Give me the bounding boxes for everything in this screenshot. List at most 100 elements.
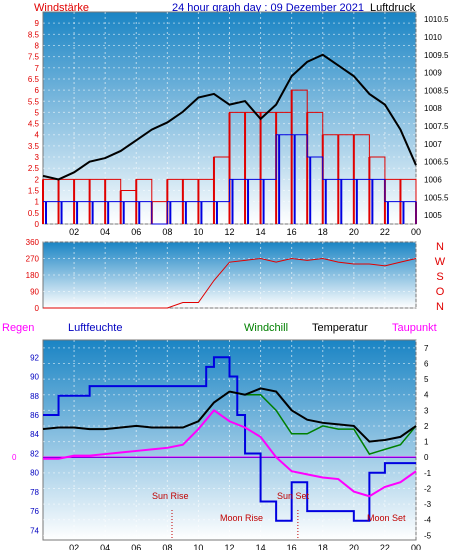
pressure-tick-label: 1008.5	[424, 86, 449, 95]
wind-tick-label: 2	[35, 175, 40, 184]
temperature-tick-label: -2	[424, 484, 432, 493]
pressure-tick-label: 1007.5	[424, 122, 449, 131]
moon-set-label: Moon Set	[367, 513, 406, 523]
temperature-tick-label: 2	[424, 422, 429, 431]
temperature-tick-label: 7	[424, 344, 429, 353]
pressure-tick-label: 1009.5	[424, 51, 449, 60]
x-tick-label: 00	[411, 227, 421, 237]
wind-tick-label: 3	[35, 153, 40, 162]
temperature-tick-label: -5	[424, 531, 432, 540]
wind-tick-label: 5.5	[28, 97, 40, 106]
x-tick-label: 04	[100, 227, 110, 237]
pressure-tick-label: 1006	[424, 175, 442, 184]
legend-dewpoint: Taupunkt	[392, 322, 437, 334]
direction-tick-label: 90	[30, 288, 39, 297]
humidity-tick-label: 78	[30, 488, 39, 497]
pressure-axis-title: Luftdruck	[370, 2, 416, 14]
data-marks	[42, 53, 417, 540]
temperature-tick-label: -3	[424, 500, 432, 509]
sun-set-label: Sun Set	[277, 491, 310, 501]
legend-temperature: Temperatur	[312, 322, 368, 334]
humidity-tick-label: 84	[30, 430, 39, 439]
dewpoint-line	[43, 408, 417, 498]
direction-tick-label: 360	[26, 238, 40, 247]
wind-tick-label: 8.5	[28, 30, 40, 39]
pressure-tick-label: 1005	[424, 211, 442, 220]
x-tick-label: 08	[162, 543, 172, 550]
humidity-tick-label: 90	[30, 373, 39, 382]
wind-tick-label: 5	[35, 108, 40, 117]
wind-tick-label: 9	[35, 19, 40, 28]
wind-tick-label: 1.5	[28, 187, 40, 196]
wind-tick-label: 0	[35, 220, 40, 229]
humidity-tick-label: 82	[30, 449, 39, 458]
x-tick-label: 16	[287, 543, 297, 550]
wind-tick-label: 8	[35, 41, 40, 50]
x-tick-label: 16	[287, 227, 297, 237]
direction-tick-label: 180	[26, 271, 40, 280]
humidity-tick-label: 80	[30, 469, 39, 478]
x-tick-label: 20	[349, 227, 359, 237]
humidity-tick-label: 86	[30, 411, 39, 420]
legend-humidity: Luftfeuchte	[68, 322, 122, 334]
legend-rain: Regen	[2, 322, 34, 334]
wind-tick-label: 3.5	[28, 142, 40, 151]
humidity-tick-label: 92	[30, 353, 39, 362]
wind-tick-label: 4.5	[28, 120, 40, 129]
wind-tick-label: 0.5	[28, 209, 40, 218]
wind-tick-label: 6	[35, 86, 40, 95]
pressure-tick-label: 1008	[424, 104, 442, 113]
direction-tick-label: 270	[26, 255, 40, 264]
pressure-tick-label: 1007	[424, 140, 442, 149]
x-tick-label: 06	[131, 543, 141, 550]
wind-tick-label: 7.5	[28, 53, 40, 62]
wind-line	[43, 89, 417, 203]
x-tick-label: 00	[411, 543, 421, 550]
temperature-tick-label: 3	[424, 406, 429, 415]
x-tick-label: 20	[349, 543, 359, 550]
legend-windchill: Windchill	[244, 322, 288, 334]
x-tick-label: 08	[162, 227, 172, 237]
chart-title: 24 hour graph day : 09 Dezember 2021	[172, 2, 364, 14]
humidity-tick-label: 88	[30, 392, 39, 401]
x-tick-label: 12	[224, 227, 234, 237]
x-tick-label: 18	[318, 227, 328, 237]
pressure-tick-label: 1010.5	[424, 15, 449, 24]
wind-tick-label: 7	[35, 64, 40, 73]
pressure-tick-label: 1005.5	[424, 193, 449, 202]
x-tick-label: 12	[224, 543, 234, 550]
wind-tick-label: 4	[35, 131, 40, 140]
rain-tick-label: 0	[12, 453, 17, 462]
temperature-tick-label: 0	[424, 453, 429, 462]
x-tick-label: 14	[256, 543, 266, 550]
pressure-tick-label: 1006.5	[424, 158, 449, 167]
temperature-tick-label: -4	[424, 516, 432, 525]
compass-label: O	[436, 286, 445, 298]
wind-axis-title: Windstärke	[34, 2, 89, 14]
pressure-tick-label: 1010	[424, 33, 442, 42]
temperature-tick-label: 5	[424, 375, 429, 384]
compass-label: S	[436, 271, 443, 283]
x-tick-label: 10	[193, 543, 203, 550]
moon-rise-label: Moon Rise	[220, 513, 263, 523]
compass-label: W	[435, 256, 446, 268]
wind-tick-label: 6.5	[28, 75, 40, 84]
temperature-tick-label: 4	[424, 391, 429, 400]
temperature-tick-label: 6	[424, 359, 429, 368]
x-tick-label: 02	[69, 543, 79, 550]
x-tick-label: 04	[100, 543, 110, 550]
wind-tick-label: 1	[35, 198, 40, 207]
compass-label: N	[436, 301, 444, 313]
temperature-line	[42, 387, 417, 443]
x-tick-label: 02	[69, 227, 79, 237]
compass-label: N	[436, 241, 444, 253]
gust-line	[43, 134, 417, 225]
humidity-line	[43, 356, 416, 522]
x-tick-label: 14	[256, 227, 266, 237]
x-tick-label: 22	[380, 543, 390, 550]
x-tick-label: 18	[318, 543, 328, 550]
pressure-line	[42, 53, 417, 181]
sun-rise-label: Sun Rise	[152, 491, 189, 501]
